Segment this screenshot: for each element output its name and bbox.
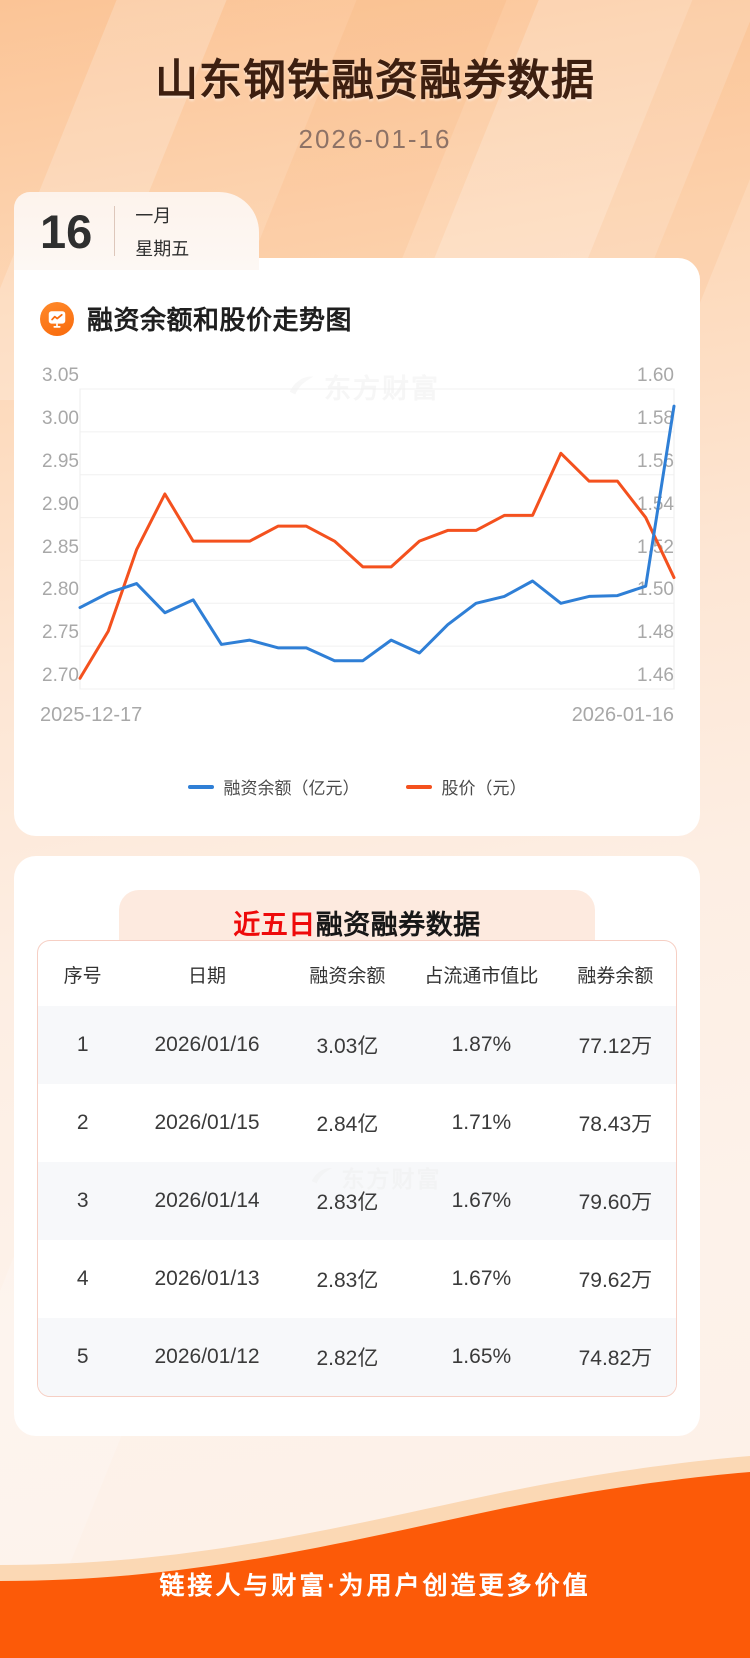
right-tick: 1.60: [637, 365, 674, 386]
legend-swatch-price: [405, 784, 432, 789]
x-axis-end-label: 2026-01-16: [572, 704, 674, 726]
left-tick: 2.75: [42, 622, 79, 643]
page-subtitle-date: 2026-01-16: [298, 124, 452, 154]
table-row: 5 2026/01/12 2.82亿 1.65% 74.82万: [38, 1318, 676, 1396]
right-tick: 1.56: [637, 451, 674, 472]
date-weekday: 星期五: [135, 238, 190, 259]
left-tick: 2.95: [42, 451, 79, 472]
cell-index: 3: [76, 1189, 89, 1212]
chart-header: 融资余额和股价走势图: [14, 258, 700, 337]
left-tick: 2.90: [42, 494, 79, 515]
cell-financing-balance: 2.82亿: [316, 1347, 379, 1370]
column-header-financing-balance: 融资余额: [309, 966, 386, 987]
chart-plot-wrapper: 东方财富 3.05 3.00 2.95 2.90: [14, 359, 700, 799]
cell-market-cap-ratio: 1.87%: [451, 1033, 512, 1056]
cell-market-cap-ratio: 1.67%: [451, 1189, 512, 1212]
table-header-row: 序号 日期 融资余额 占流通市值比 融券余额: [38, 941, 676, 1006]
legend-item-financing: 融资余额（亿元）: [187, 774, 360, 799]
legend-label-price: 股价（元）: [441, 779, 527, 798]
right-tick: 1.58: [637, 408, 674, 429]
cell-securities-balance: 78.43万: [578, 1113, 653, 1136]
table-row: 3 2026/01/14 2.83亿 1.67% 79.60万: [38, 1162, 676, 1240]
legend-label-financing: 融资余额（亿元）: [223, 779, 360, 798]
cell-index: 4: [76, 1267, 89, 1290]
page-footer: 链接人与财富·为用户创造更多价值: [0, 1453, 750, 1658]
legend-item-price: 股价（元）: [405, 774, 527, 799]
cell-market-cap-ratio: 1.65%: [451, 1345, 512, 1368]
chart-card: 融资余额和股价走势图 东方财富: [14, 258, 700, 836]
cell-financing-balance: 3.03亿: [316, 1035, 379, 1058]
cell-financing-balance: 2.84亿: [316, 1113, 379, 1136]
cell-date: 2026/01/12: [154, 1345, 260, 1368]
table-card: 近五日融资融券数据 序号 日期 融资余额 占流通市值比 融券余额 1 2026/0…: [14, 856, 700, 1436]
table-row: 4 2026/01/13 2.83亿 1.67% 79.62万: [38, 1240, 676, 1318]
cell-financing-balance: 2.83亿: [316, 1191, 379, 1214]
cell-financing-balance: 2.83亿: [316, 1269, 379, 1292]
date-month: 一月: [135, 205, 172, 226]
cell-securities-balance: 79.62万: [578, 1269, 653, 1292]
chart-title: 融资余额和股价走势图: [87, 305, 353, 335]
series-line-financing: [78, 404, 676, 663]
table-body: 1 2026/01/16 3.03亿 1.87% 77.12万 2 2026/01/15 2.…: [38, 1006, 676, 1396]
right-tick: 1.54: [637, 494, 674, 515]
cell-index: 1: [76, 1033, 89, 1056]
cell-market-cap-ratio: 1.71%: [451, 1111, 512, 1134]
legend-swatch-financing: [187, 784, 214, 789]
financing-price-line-chart: 3.05 3.00 2.95 2.90 2.85 2.80 2.75 2.70 …: [40, 365, 676, 726]
cell-index: 2: [76, 1111, 89, 1134]
column-header-index: 序号: [63, 966, 102, 987]
cell-date: 2026/01/16: [154, 1033, 260, 1056]
cell-date: 2026/01/14: [154, 1189, 260, 1212]
cell-date: 2026/01/15: [154, 1111, 260, 1134]
column-header-market-cap-ratio: 占流通市值比: [424, 966, 539, 987]
right-axis-ticks: 1.60 1.58 1.56 1.54 1.52 1.50 1.48 1.46: [637, 365, 674, 686]
date-divider: [114, 206, 116, 256]
x-axis-start-label: 2025-12-17: [40, 704, 142, 726]
column-header-date: 日期: [188, 966, 227, 987]
cell-date: 2026/01/13: [154, 1267, 260, 1290]
right-tick: 1.46: [637, 665, 674, 686]
left-tick: 2.80: [42, 579, 79, 600]
margin-trading-table: 序号 日期 融资余额 占流通市值比 融券余额 1 2026/01/16 3.03亿 1…: [37, 940, 677, 1397]
table-row: 2 2026/01/15 2.84亿 1.71% 78.43万: [38, 1084, 676, 1162]
chart-gridlines: [80, 388, 674, 690]
cell-market-cap-ratio: 1.67%: [451, 1267, 512, 1290]
column-header-securities-balance: 融券余额: [577, 966, 654, 987]
footer-wave: [0, 1456, 750, 1658]
series-line-price: [78, 451, 676, 680]
right-tick: 1.48: [637, 622, 674, 643]
page-title: 山东钢铁融资融券数据: [155, 57, 595, 105]
date-day: 16: [40, 204, 93, 258]
left-axis-ticks: 3.05 3.00 2.95 2.90 2.85 2.80 2.75 2.70: [42, 365, 79, 686]
cell-securities-balance: 79.60万: [578, 1191, 653, 1214]
left-tick: 2.85: [42, 537, 79, 558]
left-tick: 3.00: [42, 408, 79, 429]
left-tick: 2.70: [42, 665, 79, 686]
right-tick: 1.50: [637, 579, 674, 600]
footer-slogan: 链接人与财富·为用户创造更多价值: [159, 1572, 591, 1600]
page-header: 山东钢铁融资融券数据 2026-01-16: [0, 0, 750, 190]
table-title-rest: 融资融券数据: [315, 909, 481, 940]
cell-securities-balance: 77.12万: [578, 1035, 653, 1058]
chart-legend: 融资余额（亿元） 股价（元）: [14, 774, 700, 799]
table-title-highlight: 近五日: [233, 909, 316, 940]
right-tick: 1.52: [637, 537, 674, 558]
cell-securities-balance: 74.82万: [578, 1347, 653, 1370]
left-tick: 3.05: [42, 365, 79, 386]
trend-monitor-icon: [40, 301, 74, 336]
date-badge: 16 一月 星期五: [14, 192, 259, 270]
cell-index: 5: [76, 1345, 89, 1368]
table-row: 1 2026/01/16 3.03亿 1.87% 77.12万: [38, 1006, 676, 1084]
table-title: 近五日融资融券数据: [233, 903, 481, 942]
date-detail: 一月 星期五: [135, 202, 189, 261]
